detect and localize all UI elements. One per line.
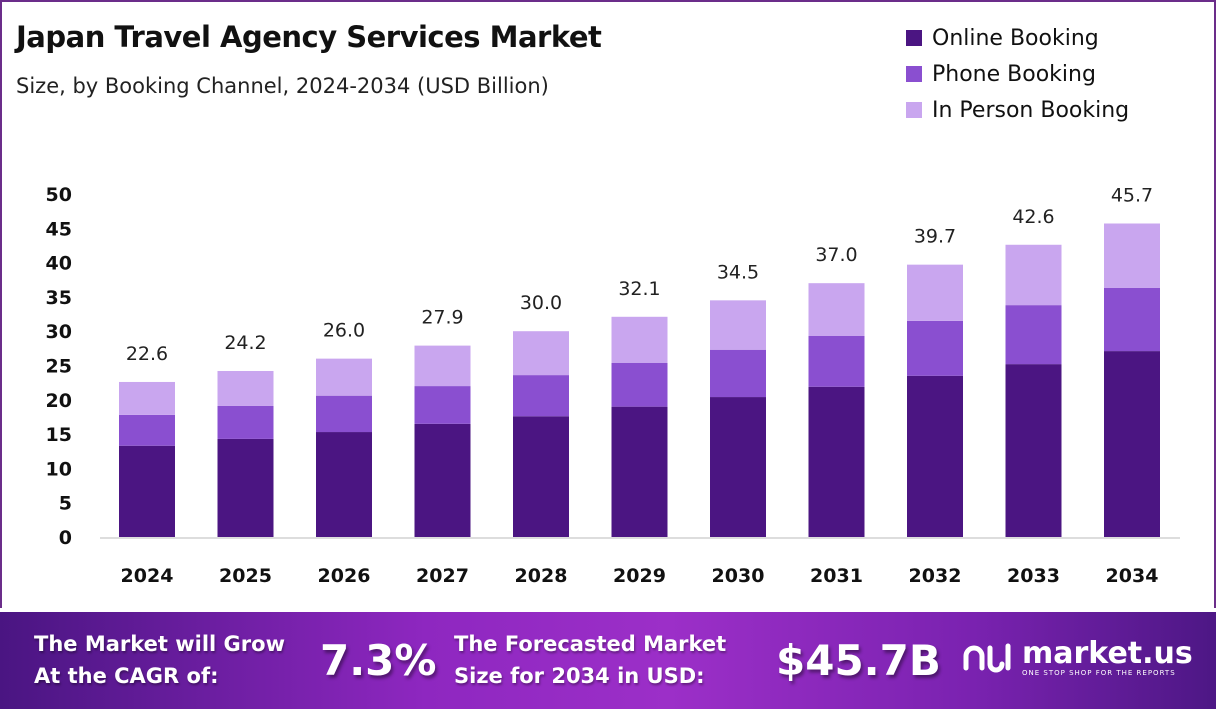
bar-segment-in-person-booking bbox=[414, 345, 471, 387]
chart-title: Japan Travel Agency Services Market bbox=[16, 20, 602, 54]
bar-segment-phone-booking bbox=[1104, 287, 1160, 352]
bar-segment-online-booking bbox=[1005, 364, 1062, 537]
y-tick-label: 10 bbox=[46, 458, 72, 480]
legend-label: Phone Booking bbox=[932, 61, 1096, 87]
bar-segment-phone-booking bbox=[808, 336, 865, 387]
y-tick-label: 25 bbox=[46, 356, 72, 378]
x-tick-label: 2034 bbox=[1106, 565, 1159, 587]
x-tick-label: 2029 bbox=[613, 565, 666, 587]
forecast-label-line2: Size for 2034 in USD: bbox=[454, 664, 705, 688]
total-data-label: 30.0 bbox=[520, 292, 562, 314]
total-data-label: 24.2 bbox=[224, 332, 266, 354]
y-tick-label: 45 bbox=[46, 218, 72, 240]
bar-segment-in-person-booking bbox=[513, 331, 569, 376]
total-data-label: 27.9 bbox=[421, 307, 463, 329]
bar-segment-in-person-booking bbox=[119, 381, 175, 415]
bar-segment-online-booking bbox=[710, 397, 766, 537]
x-tick-label: 2028 bbox=[515, 565, 568, 587]
y-tick-label: 35 bbox=[46, 287, 72, 309]
bar-segment-in-person-booking bbox=[808, 283, 865, 337]
bar-segment-in-person-booking bbox=[1104, 223, 1160, 288]
bar-segment-phone-booking bbox=[1005, 305, 1062, 365]
forecast-label: The Forecasted Market Size for 2034 in U… bbox=[454, 628, 726, 692]
legend-swatch bbox=[906, 102, 922, 118]
logo-name: market.us bbox=[1022, 636, 1193, 671]
bar-segment-online-booking bbox=[808, 386, 865, 537]
y-tick-label: 5 bbox=[59, 493, 72, 515]
y-tick-label: 50 bbox=[46, 184, 72, 206]
bar-segment-in-person-booking bbox=[1005, 244, 1062, 306]
y-tick-label: 15 bbox=[46, 424, 72, 446]
bar-segment-online-booking bbox=[316, 432, 372, 537]
legend: Online Booking Phone Booking In Person B… bbox=[906, 20, 1129, 128]
total-data-label: 42.6 bbox=[1012, 206, 1054, 228]
bar-segment-phone-booking bbox=[414, 386, 471, 424]
bar-segment-online-booking bbox=[1104, 351, 1160, 537]
total-data-label: 32.1 bbox=[618, 278, 660, 300]
cagr-value: 7.3% bbox=[320, 636, 437, 685]
bar-segment-phone-booking bbox=[217, 405, 274, 439]
forecast-label-line1: The Forecasted Market bbox=[454, 632, 727, 656]
bar-segment-phone-booking bbox=[513, 375, 569, 417]
bar-segment-in-person-booking bbox=[217, 370, 274, 406]
bar-segment-online-booking bbox=[217, 438, 274, 537]
x-tick-label: 2025 bbox=[219, 565, 272, 587]
legend-label: In Person Booking bbox=[932, 97, 1130, 123]
x-tick-label: 2033 bbox=[1007, 565, 1060, 587]
legend-item-phone: Phone Booking bbox=[906, 56, 1129, 92]
cagr-label-line1: The Market will Grow bbox=[34, 632, 285, 656]
bar-segment-in-person-booking bbox=[611, 316, 668, 363]
y-tick-label: 20 bbox=[46, 390, 72, 412]
x-tick-label: 2026 bbox=[318, 565, 371, 587]
y-tick-label: 40 bbox=[46, 253, 72, 275]
bar-segment-phone-booking bbox=[119, 414, 175, 446]
chart-subtitle: Size, by Booking Channel, 2024-2034 (USD… bbox=[16, 74, 549, 98]
x-tick-label: 2031 bbox=[810, 565, 863, 587]
bar-segment-online-booking bbox=[414, 423, 471, 537]
total-data-label: 37.0 bbox=[815, 244, 857, 266]
bar-segment-in-person-booking bbox=[907, 264, 963, 321]
x-tick-label: 2027 bbox=[416, 565, 469, 587]
legend-swatch bbox=[906, 66, 922, 82]
x-tick-label: 2024 bbox=[121, 565, 174, 587]
chart-frame bbox=[0, 0, 1216, 608]
legend-swatch bbox=[906, 30, 922, 46]
bar-segment-online-booking bbox=[119, 445, 175, 537]
total-data-label: 22.6 bbox=[126, 343, 168, 365]
cagr-label-line2: At the CAGR of: bbox=[34, 664, 219, 688]
market-us-logo-icon bbox=[963, 643, 1011, 673]
total-data-label: 39.7 bbox=[914, 226, 956, 248]
legend-item-in-person: In Person Booking bbox=[906, 92, 1129, 128]
legend-label: Online Booking bbox=[932, 25, 1099, 51]
bar-segment-phone-booking bbox=[907, 320, 963, 376]
cagr-label: The Market will Grow At the CAGR of: bbox=[34, 628, 285, 692]
bar-segment-online-booking bbox=[907, 375, 963, 537]
bar-segment-in-person-booking bbox=[316, 358, 372, 396]
y-tick-label: 30 bbox=[46, 321, 72, 343]
bar-segment-phone-booking bbox=[611, 362, 668, 407]
total-data-label: 34.5 bbox=[717, 261, 759, 283]
total-data-label: 45.7 bbox=[1111, 184, 1153, 206]
bar-segment-online-booking bbox=[513, 416, 569, 537]
bar-segment-in-person-booking bbox=[710, 300, 766, 350]
market-us-logo: market.us ONE STOP SHOP FOR THE REPORTS bbox=[962, 638, 1193, 678]
x-tick-label: 2030 bbox=[712, 565, 765, 587]
legend-item-online: Online Booking bbox=[906, 20, 1129, 56]
bar-segment-phone-booking bbox=[710, 349, 766, 398]
bar-segment-phone-booking bbox=[316, 395, 372, 433]
y-tick-label: 0 bbox=[59, 527, 72, 549]
forecast-value: $45.7B bbox=[776, 636, 941, 685]
x-tick-label: 2032 bbox=[909, 565, 962, 587]
bar-segment-online-booking bbox=[611, 406, 668, 537]
stacked-bar-chart: 0510152025303540455022.6202424.2202526.0… bbox=[46, 184, 1180, 587]
total-data-label: 26.0 bbox=[323, 320, 365, 342]
logo-tagline: ONE STOP SHOP FOR THE REPORTS bbox=[1022, 669, 1176, 677]
footer-banner: The Market will Grow At the CAGR of: 7.3… bbox=[0, 612, 1216, 709]
